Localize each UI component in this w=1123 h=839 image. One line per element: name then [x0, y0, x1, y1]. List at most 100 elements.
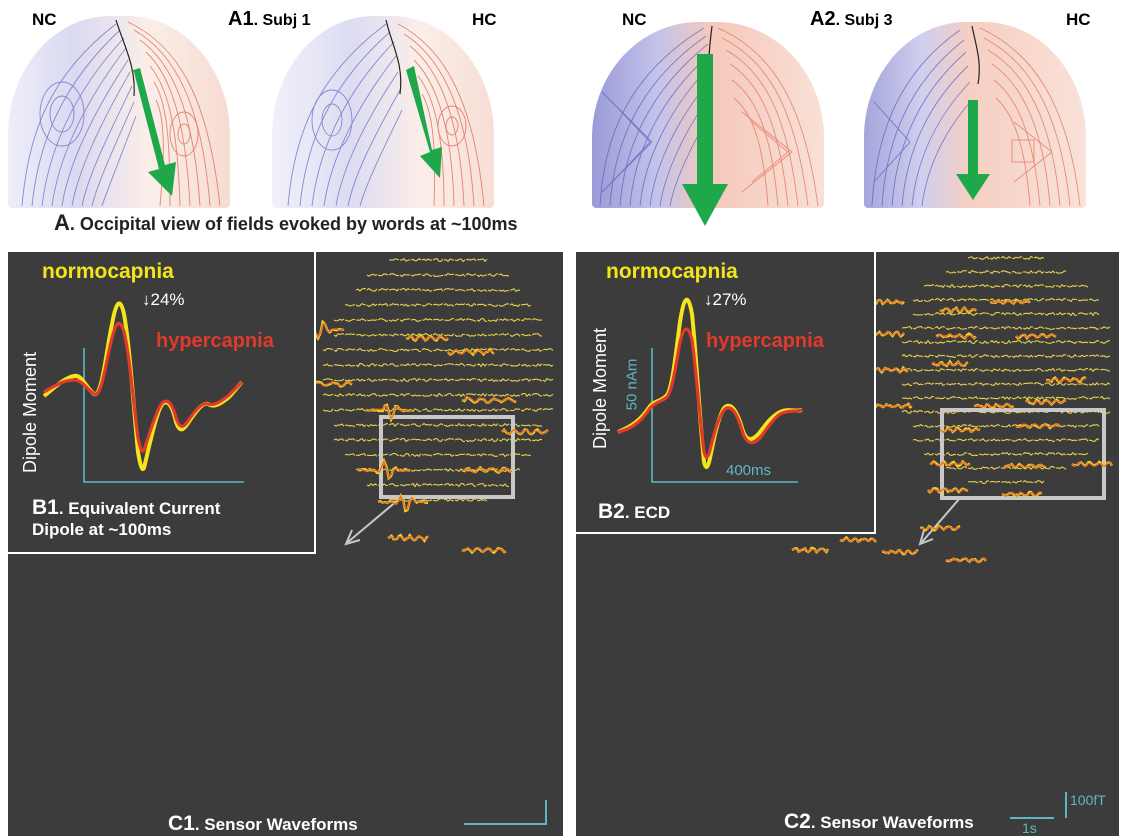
- sensor-glyph: [989, 311, 1001, 316]
- sensor-glyph: [978, 424, 990, 428]
- sensor-glyph: [421, 288, 433, 292]
- sensor-glyph: [1011, 382, 1023, 387]
- sensor-glyph: [967, 284, 979, 288]
- sensor-glyph: [1088, 340, 1100, 344]
- sensor-glyph: [487, 363, 499, 366]
- sensor-glyph: [443, 408, 455, 412]
- sensor-glyph: [465, 272, 477, 276]
- sensor-glyph: [989, 298, 1001, 303]
- b2-caption-letter: B2: [598, 500, 625, 523]
- sensor-glyph: [487, 393, 499, 398]
- sensor-glyph: [487, 273, 499, 277]
- c2-x-scale-label: 1s: [1022, 820, 1037, 836]
- sensor-glyph: [531, 348, 543, 352]
- sensor-glyph: [509, 408, 521, 412]
- sensor-glyph: [945, 382, 957, 386]
- sensor-glyph: [1055, 396, 1067, 400]
- sensor-glyph: [399, 484, 411, 487]
- b2-dipole-plot: [617, 298, 803, 483]
- sensor-glyph: [465, 423, 477, 427]
- sensor-glyph: [1011, 396, 1023, 400]
- sensor-glyph: [1066, 451, 1078, 456]
- sensor-glyph: [1066, 284, 1078, 288]
- sensor-glyph: [978, 382, 990, 387]
- left-highlight-box: [379, 415, 515, 499]
- sensor-waveform: [377, 494, 429, 511]
- sensor-glyph: [465, 393, 477, 396]
- sensor-glyph: [1077, 340, 1089, 344]
- sensor-glyph: [454, 408, 466, 412]
- sensor-glyph: [1011, 368, 1023, 373]
- sensor-waveform: [1015, 423, 1061, 430]
- sensor-glyph: [967, 311, 979, 316]
- sensor-glyph: [322, 378, 334, 381]
- sensor-glyph: [945, 312, 957, 316]
- sensor-glyph: [421, 483, 433, 486]
- sensor-glyph: [967, 354, 979, 359]
- sensor-glyph: [509, 394, 521, 398]
- sensor-glyph: [344, 348, 356, 351]
- sensor-glyph: [399, 377, 411, 383]
- sensor-glyph: [355, 378, 367, 382]
- sensor-glyph: [322, 408, 334, 412]
- sensor-glyph: [945, 355, 957, 358]
- sensor-glyph: [1044, 367, 1056, 372]
- sensor-glyph: [956, 270, 968, 273]
- sensor-glyph: [1044, 327, 1056, 330]
- panel-a-caption-letter: A: [54, 210, 70, 235]
- sensor-glyph: [399, 287, 411, 292]
- sensor-glyph: [1099, 339, 1111, 345]
- sensor-glyph: [1022, 369, 1034, 372]
- sensor-glyph: [476, 303, 488, 307]
- sensor-glyph: [1033, 298, 1045, 302]
- sensor-glyph: [465, 483, 477, 487]
- sensor-waveform: [365, 405, 413, 421]
- sensor-glyph: [1044, 284, 1056, 288]
- sensor-waveform: [931, 360, 969, 368]
- sensor-glyph: [520, 317, 532, 322]
- sensor-glyph: [542, 348, 554, 351]
- sensor-glyph: [967, 339, 979, 345]
- sensor-glyph: [432, 274, 444, 277]
- sensor-glyph: [1099, 395, 1111, 400]
- sensor-glyph: [509, 303, 521, 308]
- sensor-glyph: [1088, 368, 1100, 373]
- sensor-glyph: [1055, 368, 1067, 372]
- sensor-glyph: [421, 453, 433, 457]
- sensor-glyph: [1022, 270, 1034, 275]
- sensor-glyph: [923, 312, 935, 316]
- sensor-glyph: [945, 410, 957, 415]
- sensor-glyph: [498, 303, 510, 307]
- a1-title-letter: A1: [228, 8, 254, 30]
- sensor-glyph: [934, 341, 946, 344]
- sensor-glyph: [967, 396, 979, 400]
- a2-hc-arrow: [956, 100, 990, 200]
- sensor-glyph: [443, 498, 455, 502]
- sensor-glyph: [1066, 397, 1078, 401]
- sensor-waveform: [945, 557, 987, 563]
- sensor-glyph: [410, 273, 422, 277]
- c1-caption-letter: C1: [168, 812, 195, 835]
- sensor-glyph: [1055, 283, 1067, 289]
- sensor-glyph: [923, 396, 935, 400]
- sensor-glyph: [476, 392, 488, 398]
- a1-title: A1. Subj 1: [228, 8, 310, 31]
- sensor-glyph: [934, 297, 946, 302]
- sensor-glyph: [967, 466, 979, 470]
- a2-nc-arrow: [682, 54, 728, 226]
- sensor-glyph: [520, 303, 532, 307]
- sensor-glyph: [923, 339, 935, 345]
- sensor-glyph: [344, 379, 356, 382]
- sensor-glyph: [443, 363, 455, 366]
- sensor-glyph: [912, 354, 924, 358]
- sensor-glyph: [1077, 424, 1089, 428]
- sensor-glyph: [978, 340, 990, 344]
- sensor-glyph: [476, 483, 488, 488]
- sensor-glyph: [1022, 298, 1034, 301]
- sensor-glyph: [465, 363, 477, 367]
- b2-caption: B2. ECD: [598, 500, 670, 524]
- sensor-glyph: [322, 363, 334, 367]
- sensor-glyph: [377, 333, 389, 337]
- sensor-glyph: [399, 423, 411, 427]
- sensor-glyph: [1033, 256, 1045, 260]
